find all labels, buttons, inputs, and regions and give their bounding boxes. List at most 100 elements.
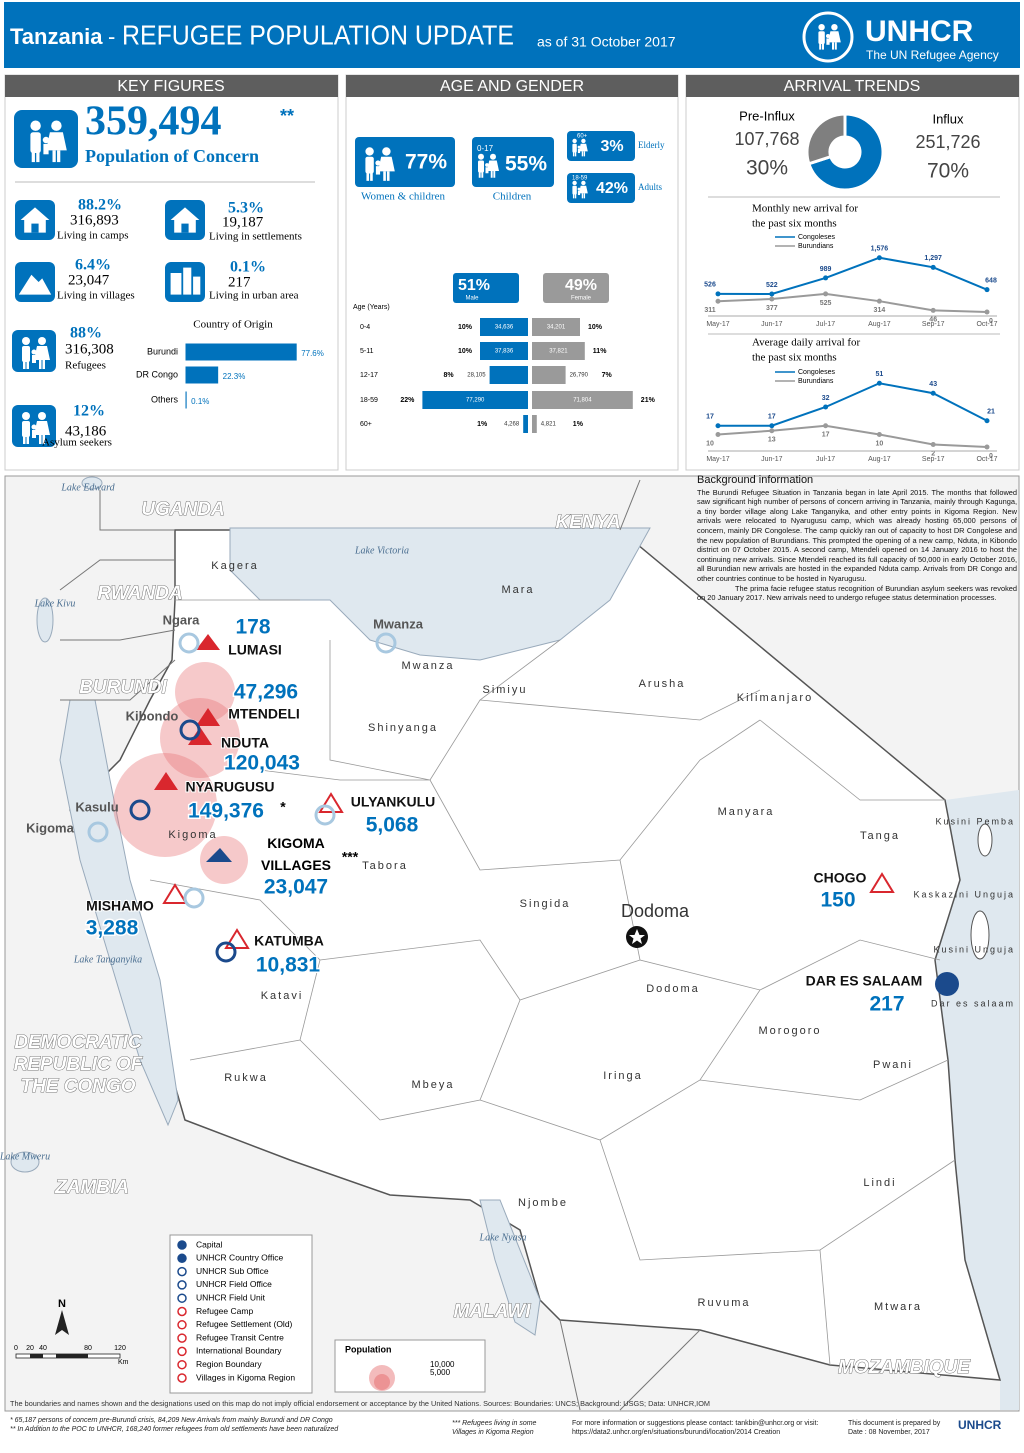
point bbox=[716, 299, 721, 304]
value-label: 77.6% bbox=[301, 349, 324, 358]
site-count: 3,288 bbox=[86, 917, 139, 940]
pct: 51% bbox=[458, 277, 490, 294]
point bbox=[931, 391, 936, 396]
value-label: 648 bbox=[985, 278, 997, 285]
background: Background information The Burundi Refug… bbox=[697, 476, 1017, 603]
region-label: Katavi bbox=[261, 990, 304, 1002]
value-label: 1,297 bbox=[924, 255, 942, 262]
female-count: 26,790 bbox=[570, 373, 589, 379]
background-heading: Background information bbox=[697, 476, 1017, 486]
lake-label: Lake Kivu bbox=[34, 598, 76, 609]
region-label: Dar es salaam bbox=[931, 998, 1015, 1008]
x-tick-label: Sep-17 bbox=[922, 456, 945, 463]
x-tick-label: Jun-17 bbox=[761, 456, 783, 463]
org-tag: The UN Refugee Agency bbox=[866, 48, 999, 62]
disclaimer: The boundaries and names shown and the d… bbox=[10, 1401, 710, 1408]
site-count: 10,831 bbox=[256, 954, 321, 977]
panel-heading: KEY FIGURES bbox=[117, 78, 224, 95]
point bbox=[823, 275, 828, 280]
region-label: Lindi bbox=[863, 1177, 896, 1189]
island bbox=[978, 824, 992, 856]
male-count: 4,268 bbox=[504, 422, 520, 428]
point bbox=[877, 299, 882, 304]
value-label: 10 bbox=[876, 440, 884, 447]
paragraph: The Burundi Refugee Situation in Tanzani… bbox=[697, 488, 1017, 584]
footer-logo: UNHCR bbox=[958, 1418, 1001, 1432]
region-label: Mara bbox=[501, 584, 534, 596]
region-label: Mtwara bbox=[874, 1301, 922, 1313]
north-label: N bbox=[58, 1298, 66, 1310]
region-label: Njombe bbox=[518, 1197, 568, 1209]
country-label: MOZAMBIQUE bbox=[838, 1357, 971, 1378]
label: Refugees bbox=[65, 360, 106, 372]
pct: 88% bbox=[70, 325, 102, 342]
region-label: Mbeya bbox=[411, 1079, 454, 1091]
paragraph: The prima facie refugee status recogniti… bbox=[697, 584, 1017, 603]
point bbox=[769, 292, 774, 297]
legend-label: Capital bbox=[196, 1239, 223, 1249]
office-label: Kasulu bbox=[75, 799, 118, 814]
region-label: Kaskazini Unguja bbox=[913, 889, 1015, 899]
count: 23,047 bbox=[68, 272, 110, 288]
site-name: KATUMBA bbox=[254, 933, 324, 949]
pie-count: 107,768 bbox=[734, 129, 799, 149]
value-label: 10 bbox=[706, 440, 714, 447]
lake-label: Lake Mweru bbox=[0, 1151, 50, 1162]
point bbox=[769, 428, 774, 433]
range: 18-59 bbox=[572, 176, 588, 182]
value-label: 21 bbox=[987, 409, 995, 416]
male-count: 34,636 bbox=[495, 325, 514, 331]
age-label: 60+ bbox=[360, 421, 372, 428]
range: 0-17 bbox=[477, 144, 494, 153]
chart-title: Average daily arrival for bbox=[752, 337, 861, 349]
value-label: 17 bbox=[706, 414, 714, 421]
female-bar bbox=[532, 366, 566, 384]
region-label: Shinyanga bbox=[368, 722, 438, 734]
female-bar bbox=[532, 415, 537, 433]
count: 217 bbox=[228, 274, 251, 290]
category-label: DR Congo bbox=[136, 369, 178, 379]
label: Women & children bbox=[361, 191, 446, 203]
region-label: Pwani bbox=[873, 1059, 913, 1071]
bar bbox=[186, 344, 296, 360]
pct: 3% bbox=[600, 138, 623, 155]
age-label: 12-17 bbox=[360, 372, 378, 379]
male-count: 77,290 bbox=[466, 398, 485, 404]
female-pct: 21% bbox=[641, 397, 656, 404]
total-mark: ** bbox=[280, 106, 294, 126]
legend-label: Region Boundary bbox=[196, 1359, 262, 1369]
label: Living in camps bbox=[57, 230, 129, 242]
chart-title: the past six months bbox=[752, 352, 837, 364]
region-label: Kilimanjaro bbox=[737, 692, 813, 704]
site-count: 149,376 bbox=[188, 800, 264, 823]
total: 359,494 bbox=[85, 99, 222, 145]
region-label: Kusini Pemba bbox=[935, 816, 1015, 826]
value-label: 377 bbox=[766, 305, 778, 312]
site-name: DAR ES SALAAM bbox=[806, 973, 923, 989]
legend-label: Refugee Camp bbox=[196, 1306, 253, 1316]
axis-label: Age (Years) bbox=[353, 304, 390, 311]
x-tick-label: Jun-17 bbox=[761, 321, 783, 328]
legend-label: Villages in Kigoma Region bbox=[196, 1372, 295, 1382]
x-tick-label: May-17 bbox=[706, 456, 729, 463]
female-count: 4,821 bbox=[541, 422, 557, 428]
value-label: 1,576 bbox=[871, 246, 889, 253]
site-count: 23,047 bbox=[264, 876, 328, 899]
label: Living in settlements bbox=[209, 231, 302, 243]
site-name: LUMASI bbox=[228, 642, 282, 658]
value-label: 311 bbox=[704, 307, 715, 314]
category-label: Others bbox=[151, 394, 179, 404]
pct: 42% bbox=[596, 180, 628, 197]
region-label: Kusini Unguja bbox=[933, 944, 1015, 954]
legend-label: International Boundary bbox=[196, 1346, 282, 1356]
population-legend-title: Population bbox=[345, 1344, 392, 1354]
note: *** Refugees living in some Villages in … bbox=[452, 1419, 562, 1437]
value-label: 989 bbox=[820, 266, 832, 273]
notes: * 65,187 persons of concern pre-Burundi … bbox=[10, 1416, 430, 1434]
org: UNHCR bbox=[865, 15, 974, 48]
pct: 6.4% bbox=[75, 257, 111, 274]
age-label: 0-4 bbox=[360, 324, 370, 331]
count: 316,893 bbox=[70, 212, 119, 228]
pie-pct: 70% bbox=[927, 160, 969, 183]
country-label: RWANDA bbox=[97, 583, 182, 604]
